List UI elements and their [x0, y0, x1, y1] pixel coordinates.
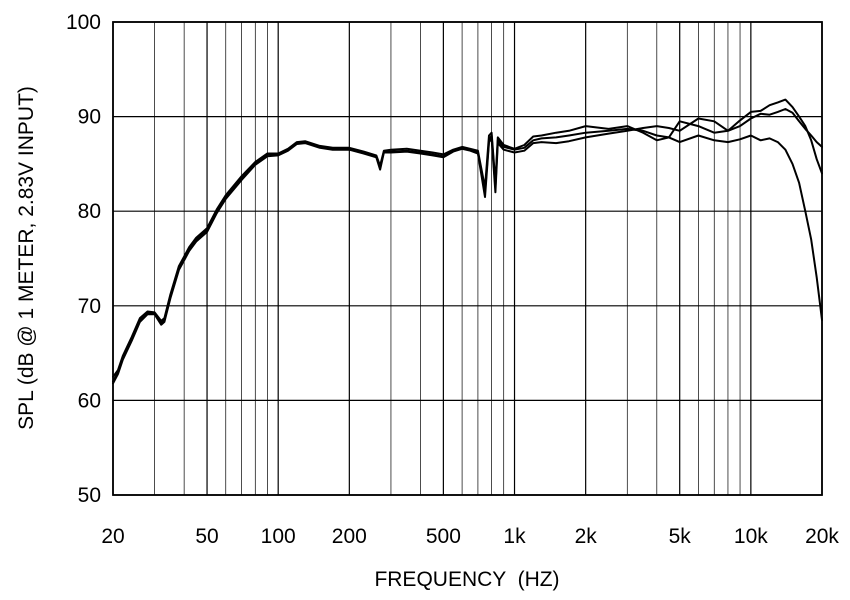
x-tick-label: 100 — [261, 525, 296, 548]
y-tick-label: 60 — [78, 389, 101, 412]
y-tick-labels: 50 60 70 80 90 100 — [66, 11, 101, 507]
series-group — [112, 98, 823, 385]
x-tick-labels: 20 50 100 200 500 1k 2k 5k 10k 20k — [101, 525, 839, 548]
grid-lines — [112, 21, 823, 496]
x-tick-label: 10k — [734, 525, 768, 548]
x-tick-label: 200 — [332, 525, 367, 548]
y-tick-label: 80 — [78, 200, 101, 223]
y-tick-label: 100 — [66, 11, 101, 34]
series-line-2 — [112, 108, 823, 378]
y-axis-title: SPL (dB @ 1 METER, 2.83V INPUT) — [15, 86, 38, 430]
x-tick-label: 2k — [575, 525, 598, 548]
y-tick-label: 50 — [78, 484, 101, 507]
series-line-3 — [112, 98, 823, 385]
x-axis-title: FREQUENCY (HZ) — [374, 568, 559, 591]
x-tick-label: 5k — [669, 525, 692, 548]
x-tick-label: 1k — [503, 525, 526, 548]
y-tick-label: 90 — [78, 106, 101, 129]
x-tick-label: 20k — [805, 525, 839, 548]
x-tick-label: 20 — [101, 525, 124, 548]
x-tick-label: 50 — [195, 525, 218, 548]
series-line-1 — [112, 127, 823, 383]
y-tick-label: 70 — [78, 295, 101, 318]
x-tick-label: 500 — [426, 525, 461, 548]
plot-frame — [112, 21, 823, 496]
